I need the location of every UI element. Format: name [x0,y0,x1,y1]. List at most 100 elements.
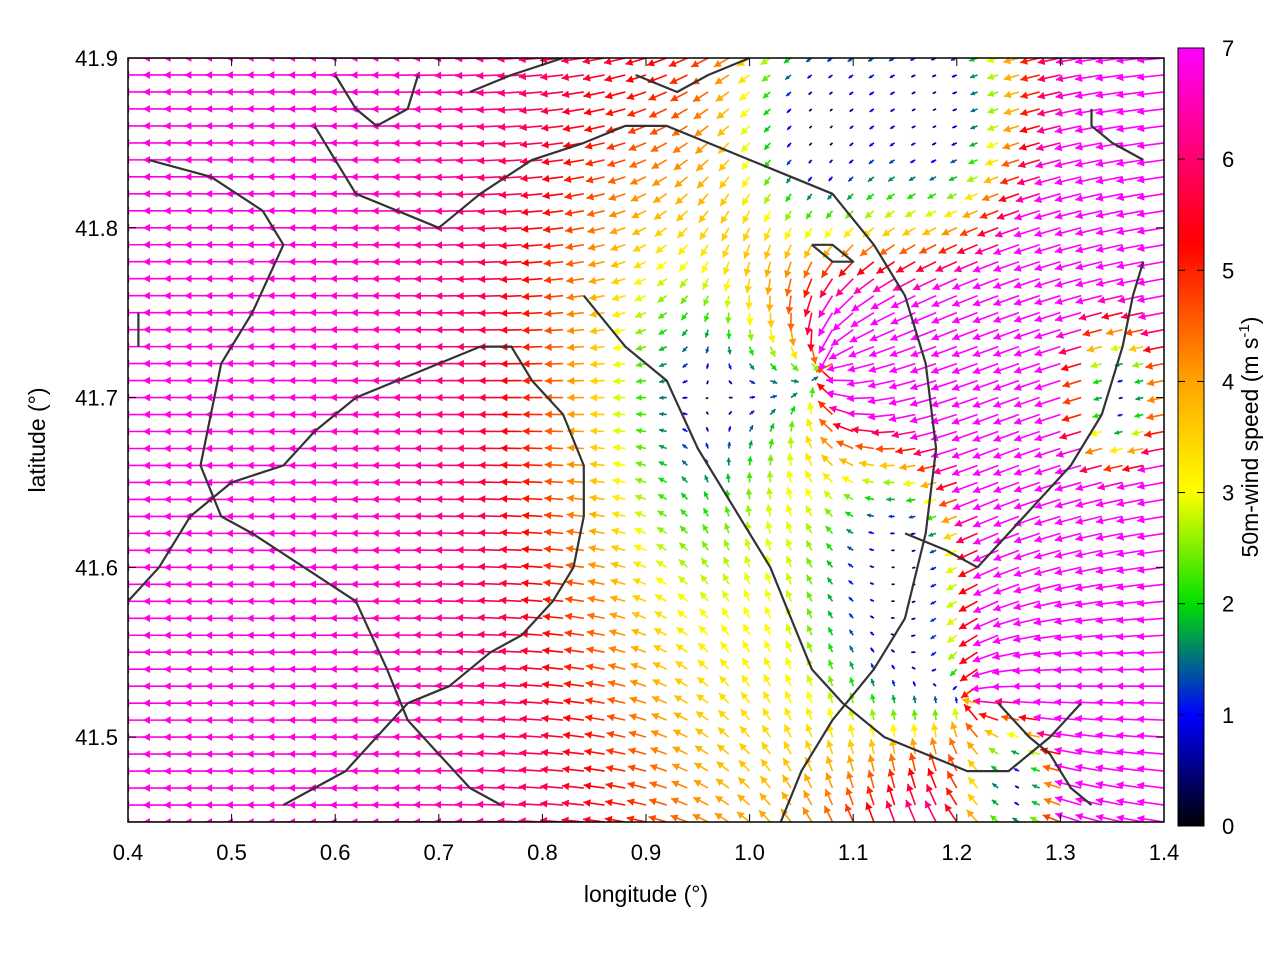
wind-vector [1074,616,1102,625]
wind-vector [562,714,584,723]
wind-vector [413,631,439,639]
wind-vector [827,707,835,721]
wind-vector [608,645,626,654]
wind-vector [1137,515,1164,524]
wind-vector [932,682,937,687]
wind-vector [849,645,854,653]
wind-vector [128,498,129,500]
wind-vector [1095,616,1123,625]
wind-vector [653,644,668,653]
wind-vector [128,159,129,161]
wind-vector [456,546,481,554]
wind-vector [1034,515,1061,527]
wind-vector [128,600,129,602]
wind-vector [806,690,814,704]
wind-vector [520,596,543,605]
wind-vector [945,583,958,591]
wind-vector [584,714,605,722]
wind-vector [1013,498,1040,510]
wind-vector [606,713,626,722]
wind-vector [102,411,128,419]
wind-vector [966,741,979,755]
wind-vector [1033,583,1061,593]
wind-vector [1013,767,1020,772]
wind-vector [128,634,129,636]
x-tick-label: 0.8 [527,840,558,865]
wind-vector [650,729,668,738]
wind-vector [745,505,753,517]
colorbar-tick-label: 5 [1222,258,1234,283]
wind-vector [785,657,793,670]
wind-vector [703,491,709,500]
wind-vector [930,617,937,623]
wind-vector [992,651,1020,661]
wind-vector [972,697,999,706]
wind-vector [541,663,564,672]
wind-vector [456,478,481,487]
wind-vector [540,782,564,791]
wind-vector [1116,748,1144,756]
wind-vector [521,562,543,571]
wind-vector [628,747,647,755]
wind-vector [1137,532,1164,541]
wind-vector [634,510,647,518]
wind-vector [1054,633,1082,642]
wind-vector [848,579,854,585]
wind-vector [824,788,834,806]
wind-vector [476,749,501,758]
wind-vector [542,613,564,621]
wind-vector [849,661,855,670]
wind-vector [928,532,937,537]
wind-vector [1095,600,1123,608]
wind-vector [844,511,854,518]
wind-vector [692,813,709,822]
wind-vector [456,495,481,503]
wind-vector [825,755,834,772]
wind-vector [128,244,129,246]
wind-vector [958,617,978,630]
wind-vector [657,493,668,501]
colorbar-gradient [1177,47,1205,827]
wind-vector [1136,616,1164,624]
wind-vector [848,596,854,602]
wind-vector [1040,747,1061,755]
wind-vector [656,543,668,552]
wind-vector [929,549,937,554]
wind-vector [583,782,605,790]
wind-vector [696,676,709,687]
x-axis-title: longitude (°) [584,881,708,907]
wind-vector [609,612,626,620]
wind-vector [869,615,875,619]
wind-vector [1033,713,1061,722]
wind-vector [478,529,501,537]
wind-vector [843,493,854,501]
wind-vector [1095,532,1123,542]
wind-vector [911,634,916,637]
wind-vector [563,663,584,672]
wind-vector [564,646,584,655]
wind-vector [498,664,522,673]
wind-vector [984,729,999,738]
wind-vector [128,363,129,365]
wind-vector [992,634,1020,645]
wind-vector [785,486,794,500]
wind-vector [1054,583,1082,593]
wind-vector [128,549,129,551]
wind-vector [671,780,688,789]
wind-vector [697,659,709,670]
wind-vector [941,515,958,524]
wind-vector [1095,780,1123,789]
wind-vector [414,478,439,487]
wind-vector [993,515,1020,528]
wind-vector [1075,498,1103,509]
wind-vector [1136,632,1164,641]
wind-vector [605,781,626,790]
wind-vector [1053,649,1082,658]
wind-vector [761,741,771,755]
wind-vector [626,798,647,806]
wind-vector [649,780,667,789]
wind-vector [958,583,978,595]
wind-vector [972,634,999,647]
colorbar-tick-label: 7 [1222,36,1234,61]
wind-vector [946,600,958,609]
